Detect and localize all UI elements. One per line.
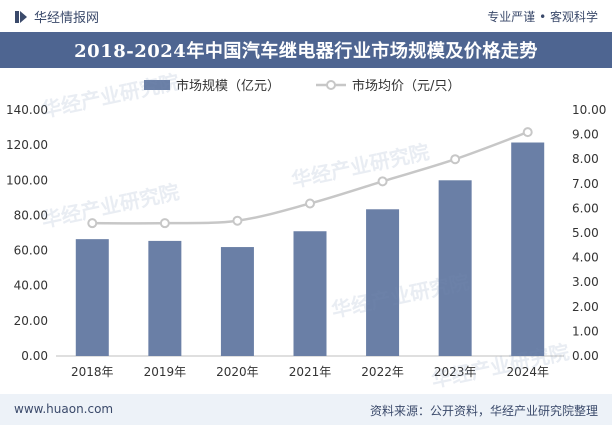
- footer-source: 资料来源：公开资料，华经产业研究院整理: [369, 404, 598, 418]
- y-right-tick-label: 4.00: [572, 251, 599, 265]
- line-point: [232, 215, 243, 226]
- brand: 华经情报网: [14, 7, 99, 26]
- y-left-tick-label: 100.00: [6, 173, 48, 187]
- x-tick-label: 2022年: [361, 365, 404, 379]
- y-right-tick-label: 9.00: [572, 128, 599, 142]
- brand-logo-icon: [15, 10, 27, 23]
- y-left-tick-label: 140.00: [6, 103, 48, 117]
- x-tick-label: 2020年: [216, 365, 259, 379]
- page-title: 2018-2024年中国汽车继电器行业市场规模及价格走势: [74, 41, 538, 62]
- y-left-tick-label: 120.00: [6, 138, 48, 152]
- y-right-tick-label: 0.00: [572, 349, 599, 363]
- bar: [220, 247, 254, 356]
- x-tick-label: 2023年: [434, 365, 477, 379]
- line-point: [159, 218, 170, 229]
- line-point: [305, 198, 315, 209]
- y-right-tick-label: 5.00: [572, 226, 599, 240]
- legend-line-marker: [326, 80, 336, 90]
- y-left-tick-label: 20.00: [14, 314, 48, 328]
- line-point: [522, 127, 533, 138]
- bar: [511, 142, 545, 356]
- y-right-tick-label: 1.00: [572, 324, 599, 338]
- x-tick-label: 2021年: [289, 365, 332, 379]
- bar: [75, 239, 109, 356]
- bar: [293, 231, 327, 356]
- y-right-tick-label: 10.00: [572, 103, 606, 117]
- legend-bar-swatch: [144, 80, 170, 90]
- legend-bar-label: 市场规模（亿元）: [176, 78, 280, 94]
- y-right-tick-label: 8.00: [572, 152, 599, 166]
- title-band: 2018-2024年中国汽车继电器行业市场规模及价格走势: [0, 32, 612, 68]
- y-left-tick-label: 0.00: [21, 349, 48, 363]
- bar: [148, 240, 182, 356]
- footer-site-link[interactable]: www.huaon.com: [14, 402, 114, 416]
- bar: [366, 209, 400, 356]
- y-left-tick-label: 60.00: [14, 244, 48, 258]
- y-right-tick-label: 7.00: [572, 177, 599, 191]
- slogan: 专业严谨 • 客观科学: [487, 10, 598, 24]
- y-left-tick-label: 40.00: [14, 279, 48, 293]
- x-tick-label: 2024年: [506, 365, 549, 379]
- line-point: [87, 218, 98, 229]
- y-left-tick-label: 80.00: [14, 208, 48, 222]
- chart: 0.00 20.00 40.00 60.00 80.00 100.00 120.00 140.…: [6, 78, 606, 379]
- brand-name: 华经情报网: [34, 11, 100, 26]
- x-tick-label: 2019年: [144, 365, 187, 379]
- x-tick-label: 2018年: [71, 365, 114, 379]
- line-point: [450, 154, 461, 165]
- y-right-tick-label: 3.00: [572, 275, 599, 289]
- y-right-tick-label: 2.00: [572, 300, 599, 314]
- legend-line-label: 市场均价（元/只）: [352, 78, 460, 94]
- footer: www.huaon.com 资料来源：公开资料，华经产业研究院整理: [0, 394, 612, 425]
- top-bar: 华经情报网 专业严谨 • 客观科学: [0, 0, 612, 32]
- bar: [438, 180, 472, 356]
- line-point: [377, 176, 388, 187]
- y-right-tick-label: 6.00: [572, 201, 599, 215]
